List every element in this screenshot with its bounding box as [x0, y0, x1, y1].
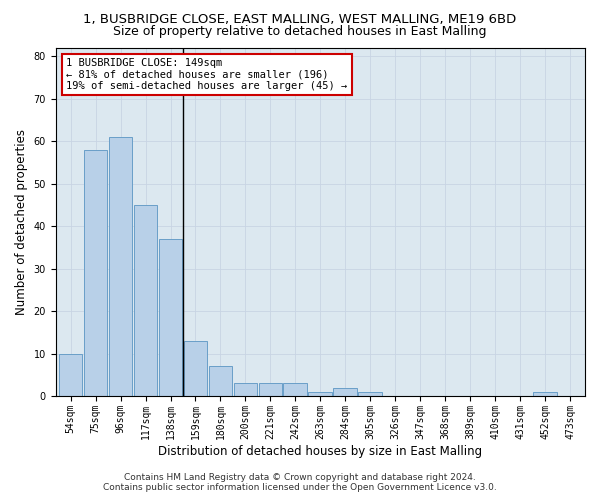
Text: Size of property relative to detached houses in East Malling: Size of property relative to detached ho… — [113, 25, 487, 38]
Text: 1, BUSBRIDGE CLOSE, EAST MALLING, WEST MALLING, ME19 6BD: 1, BUSBRIDGE CLOSE, EAST MALLING, WEST M… — [83, 12, 517, 26]
Bar — [308, 392, 332, 396]
Bar — [158, 239, 182, 396]
Bar — [109, 137, 133, 396]
Bar — [334, 388, 357, 396]
Bar — [283, 384, 307, 396]
Bar — [84, 150, 107, 396]
Text: 1 BUSBRIDGE CLOSE: 149sqm
← 81% of detached houses are smaller (196)
19% of semi: 1 BUSBRIDGE CLOSE: 149sqm ← 81% of detac… — [66, 58, 347, 91]
Bar — [533, 392, 557, 396]
Bar — [233, 384, 257, 396]
Y-axis label: Number of detached properties: Number of detached properties — [15, 129, 28, 315]
Bar — [59, 354, 82, 396]
Bar — [184, 341, 208, 396]
Bar — [134, 205, 157, 396]
Text: Contains HM Land Registry data © Crown copyright and database right 2024.
Contai: Contains HM Land Registry data © Crown c… — [103, 473, 497, 492]
Bar — [259, 384, 282, 396]
X-axis label: Distribution of detached houses by size in East Malling: Distribution of detached houses by size … — [158, 444, 482, 458]
Bar — [358, 392, 382, 396]
Bar — [209, 366, 232, 396]
